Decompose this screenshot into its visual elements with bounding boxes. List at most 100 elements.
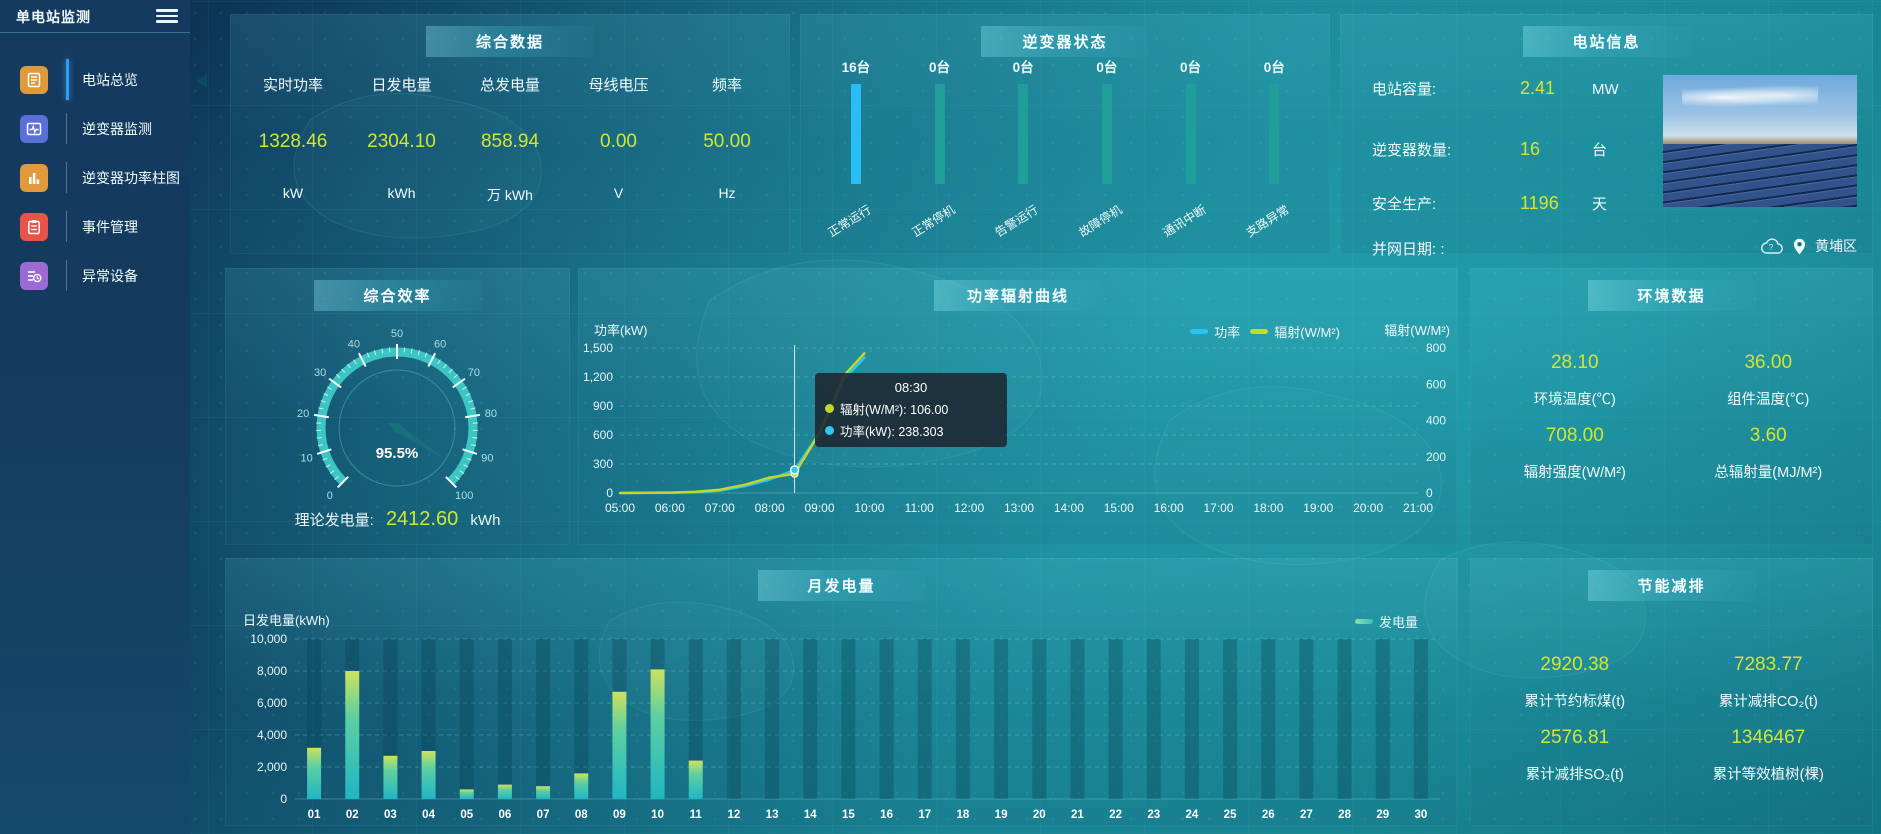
- environment-metric-value: 3.60: [1749, 425, 1787, 446]
- generation-bar-day-01[interactable]: [307, 747, 322, 799]
- app-title: 单电站监测: [16, 9, 91, 25]
- summary-metric: 母线电压 0.00 V: [582, 74, 656, 205]
- sidebar-collapse-arrow[interactable]: [196, 74, 207, 88]
- sidebar-item-inverter-monitor[interactable]: 逆变器监测: [0, 104, 190, 153]
- weather-cloud-icon[interactable]: ?: [1760, 237, 1784, 255]
- location-label: 黄埔区: [1815, 238, 1857, 254]
- power-axis-label: 功率(kW): [594, 323, 648, 338]
- saving-metric-label: 累计减排SO₂(t): [1525, 767, 1624, 783]
- panel-summary: 综合数据 实时功率 1328.46 kW 日发电量 2304.10 kWh 总发电量 858.…: [230, 14, 790, 254]
- sidebar-item-label: 逆变器监测: [82, 120, 152, 137]
- inverter-status-item[interactable]: 0台 支路异常: [1232, 56, 1316, 240]
- environment-metric-label: 总辐射量(MJ/M²): [1714, 465, 1823, 481]
- chart-tooltip: 08:30 辐射(W/M²): 106.00 功率(kW): 238.303: [815, 373, 1007, 447]
- svg-text:30: 30: [1415, 809, 1428, 821]
- generation-bar-day-03[interactable]: [383, 755, 398, 799]
- svg-text:18: 18: [957, 809, 970, 821]
- generation-bar-day-02[interactable]: [345, 671, 360, 799]
- generation-bar-day-06[interactable]: [497, 784, 512, 799]
- inverter-status-item[interactable]: 0台 正常停机: [898, 56, 982, 240]
- generation-bar-day-11[interactable]: [688, 760, 703, 799]
- tooltip-series-value: 辐射(W/M²): 106.00: [840, 403, 949, 417]
- summary-metric-unit: V: [613, 185, 624, 201]
- efficiency-gauge[interactable]: 0 10 20 30 40 50 60 70 80 90 100 95.5%: [225, 268, 570, 508]
- station-info-unit: MW: [1592, 81, 1619, 98]
- station-info-unit: 天: [1592, 196, 1608, 213]
- legend-item-发电量[interactable]: 发电量: [1354, 612, 1418, 631]
- panel-inverter-status: 逆变器状态 16台 正常运行 0台 正常停机 0台 告警运行 0台 故障停机 0台 通讯中断 0台支…: [800, 14, 1330, 254]
- svg-text:17: 17: [918, 809, 931, 821]
- summary-metric: 总发电量 858.94 万 kWh: [473, 74, 547, 205]
- svg-text:19: 19: [995, 809, 1008, 821]
- inverter-status-item[interactable]: 0台 故障停机: [1065, 56, 1149, 240]
- svg-text:6,000: 6,000: [257, 696, 287, 710]
- summary-metric-value: 0.00: [600, 131, 637, 152]
- svg-text:1,200: 1,200: [583, 370, 613, 384]
- summary-metric: 频率 50.00 Hz: [690, 74, 764, 205]
- generation-bar-day-08[interactable]: [574, 773, 589, 799]
- svg-text:400: 400: [1426, 414, 1446, 428]
- summary-metric-unit: 万 kWh: [487, 187, 533, 203]
- svg-text:20: 20: [1033, 809, 1046, 821]
- generation-bar-day-05[interactable]: [459, 789, 474, 799]
- station-info-label: 电站容量:: [1372, 81, 1437, 98]
- svg-text:19:00: 19:00: [1303, 501, 1333, 515]
- inverter-status-count: 0台: [1263, 60, 1285, 75]
- inverter-status-item[interactable]: 0台 告警运行: [981, 56, 1065, 240]
- inverter-status-item[interactable]: 16台 正常运行: [814, 56, 898, 240]
- panel-title-energy-saving: 节能减排: [1587, 570, 1756, 601]
- svg-text:800: 800: [1426, 341, 1446, 355]
- generation-bar-day-10[interactable]: [650, 669, 665, 799]
- sidebar-item-inverter-power-bars[interactable]: 逆变器功率柱图: [0, 153, 190, 202]
- svg-text:29: 29: [1376, 809, 1389, 821]
- station-info-value: 2.41: [1520, 78, 1556, 98]
- theoretical-generation-row: 理论发电量: 2412.60 kWh: [225, 508, 570, 531]
- svg-text:07:00: 07:00: [705, 501, 735, 515]
- sidebar: 单电站监测 电站总览逆变器监测逆变器功率柱图事件管理 异常设备: [0, 0, 190, 834]
- sidebar-item-abnormal-devices[interactable]: 异常设备: [0, 251, 190, 300]
- svg-text:24: 24: [1186, 809, 1199, 821]
- sidebar-item-separator: [66, 162, 67, 193]
- inverter-status-item[interactable]: 0台 通讯中断: [1149, 56, 1233, 240]
- inverter-status-label: 通讯中断: [1159, 202, 1209, 240]
- svg-text:28: 28: [1338, 809, 1351, 821]
- summary-metric-unit: kW: [282, 185, 304, 201]
- legend-item-功率[interactable]: 功率: [1190, 322, 1240, 341]
- sidebar-item-separator: [66, 260, 67, 291]
- environment-metric: 3.60 总辐射量(MJ/M²): [1672, 425, 1866, 482]
- panel-title-environment: 环境数据: [1587, 280, 1756, 311]
- generation-bar-day-09[interactable]: [612, 691, 627, 799]
- power-curve-legend: 功率 辐射(W/M²): [1190, 322, 1340, 341]
- saving-metric-value: 7283.77: [1733, 654, 1803, 675]
- sidebar-item-event-management[interactable]: 事件管理: [0, 202, 190, 251]
- svg-text:16: 16: [880, 809, 893, 821]
- environment-metric-value: 708.00: [1545, 425, 1604, 446]
- sidebar-item-separator: [66, 211, 67, 242]
- location-pin-icon[interactable]: [1793, 238, 1806, 255]
- svg-text:26: 26: [1262, 809, 1275, 821]
- hamburger-menu-icon[interactable]: [156, 6, 178, 24]
- legend-item-辐射(W/M²)[interactable]: 辐射(W/M²): [1250, 322, 1340, 341]
- station-info-label: 安全生产:: [1372, 196, 1437, 213]
- sidebar-item-station-overview[interactable]: 电站总览: [0, 55, 190, 104]
- generation-bar-day-04[interactable]: [421, 751, 436, 799]
- svg-text:10: 10: [651, 809, 664, 821]
- clipboard-icon: [20, 212, 48, 241]
- generation-bar-day-07[interactable]: [536, 786, 551, 799]
- svg-text:22: 22: [1109, 809, 1122, 821]
- svg-text:06:00: 06:00: [655, 501, 685, 515]
- environment-metric-label: 辐射强度(W/M²): [1523, 465, 1626, 481]
- location-row: ? 黄埔区: [1760, 236, 1857, 256]
- svg-text:10: 10: [301, 452, 313, 464]
- environment-metric-value: 36.00: [1744, 352, 1793, 373]
- svg-text:80: 80: [485, 408, 497, 420]
- svg-text:03: 03: [384, 809, 397, 821]
- summary-metric-label: 母线电压: [588, 77, 649, 94]
- svg-text:10,000: 10,000: [250, 632, 287, 646]
- inverter-status-label: 故障停机: [1076, 202, 1125, 240]
- sidebar-item-label: 逆变器功率柱图: [82, 169, 180, 186]
- monthly-generation-chart[interactable]: 10,000 8,000 6,000 4,000 2,000 0 01 02 03 04 05 06 0…: [225, 628, 1458, 826]
- saving-metric-value: 1346467: [1731, 727, 1806, 748]
- svg-text:?: ?: [1769, 243, 1774, 252]
